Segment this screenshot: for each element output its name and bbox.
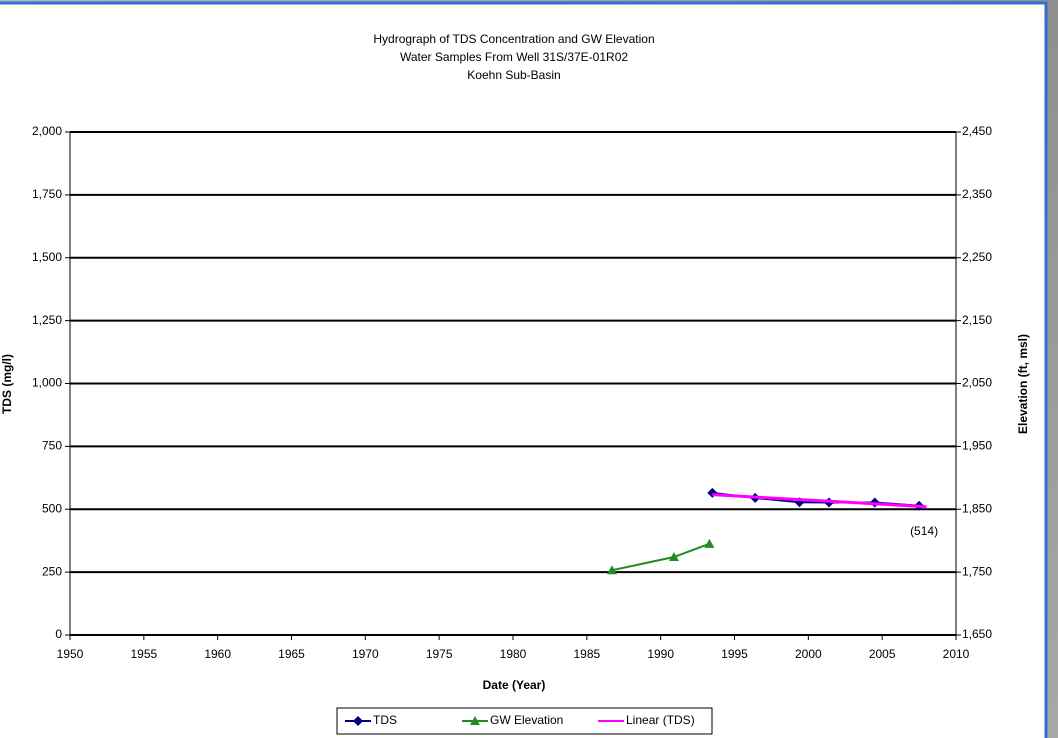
marker [704, 538, 715, 548]
x-tick-label: 1975 [426, 647, 453, 661]
y2-tick-label: 1,750 [962, 564, 992, 578]
x-axis-label: Date (Year) [483, 678, 546, 692]
x-tick-label: 1955 [130, 647, 157, 661]
data-label: (514) [910, 524, 938, 538]
series-line [712, 493, 927, 509]
y-tick-label: 250 [42, 564, 62, 578]
y-tick-label: 750 [42, 439, 62, 453]
marker [606, 565, 617, 575]
x-tick-label: 2005 [869, 647, 896, 661]
y-tick-label: 1,750 [32, 187, 62, 201]
y2-tick-label: 2,250 [962, 250, 992, 264]
marker [668, 552, 679, 562]
legend-label: GW Elevation [490, 713, 563, 727]
y-tick-label: 500 [42, 501, 62, 515]
legend-label: Linear (TDS) [626, 713, 695, 727]
y-tick-label: 1,000 [32, 376, 62, 390]
y2-tick-label: 1,950 [962, 439, 992, 453]
y-tick-label: 1,500 [32, 250, 62, 264]
y2-axis-label: Elevation (ft, msl) [1016, 334, 1030, 434]
x-tick-label: 1990 [647, 647, 674, 661]
y-tick-label: 2,000 [32, 124, 62, 138]
chart-subtitle: Koehn Sub-Basin [467, 68, 560, 82]
x-tick-label: 1970 [352, 647, 379, 661]
chart-subtitle: Water Samples From Well 31S/37E-01R02 [400, 50, 628, 64]
marker [353, 716, 363, 726]
x-tick-label: 1995 [721, 647, 748, 661]
y-tick-label: 0 [55, 627, 62, 641]
y2-tick-label: 2,150 [962, 313, 992, 327]
marker [470, 716, 480, 725]
x-tick-label: 1950 [57, 647, 84, 661]
x-tick-label: 1960 [204, 647, 231, 661]
legend-box [336, 707, 713, 735]
y2-tick-label: 1,650 [962, 627, 992, 641]
y2-tick-label: 2,050 [962, 376, 992, 390]
x-tick-label: 1985 [573, 647, 600, 661]
y-axis-label: TDS (mg/l) [0, 354, 14, 414]
legend-label: TDS [373, 713, 397, 727]
x-tick-label: 1965 [278, 647, 305, 661]
y2-tick-label: 2,450 [962, 124, 992, 138]
x-tick-label: 1980 [500, 647, 527, 661]
y2-tick-label: 1,850 [962, 501, 992, 515]
x-tick-label: 2010 [943, 647, 970, 661]
chart-title: Hydrograph of TDS Concentration and GW E… [373, 32, 654, 46]
x-tick-label: 2000 [795, 647, 822, 661]
y-tick-label: 1,250 [32, 313, 62, 327]
y2-tick-label: 2,350 [962, 187, 992, 201]
